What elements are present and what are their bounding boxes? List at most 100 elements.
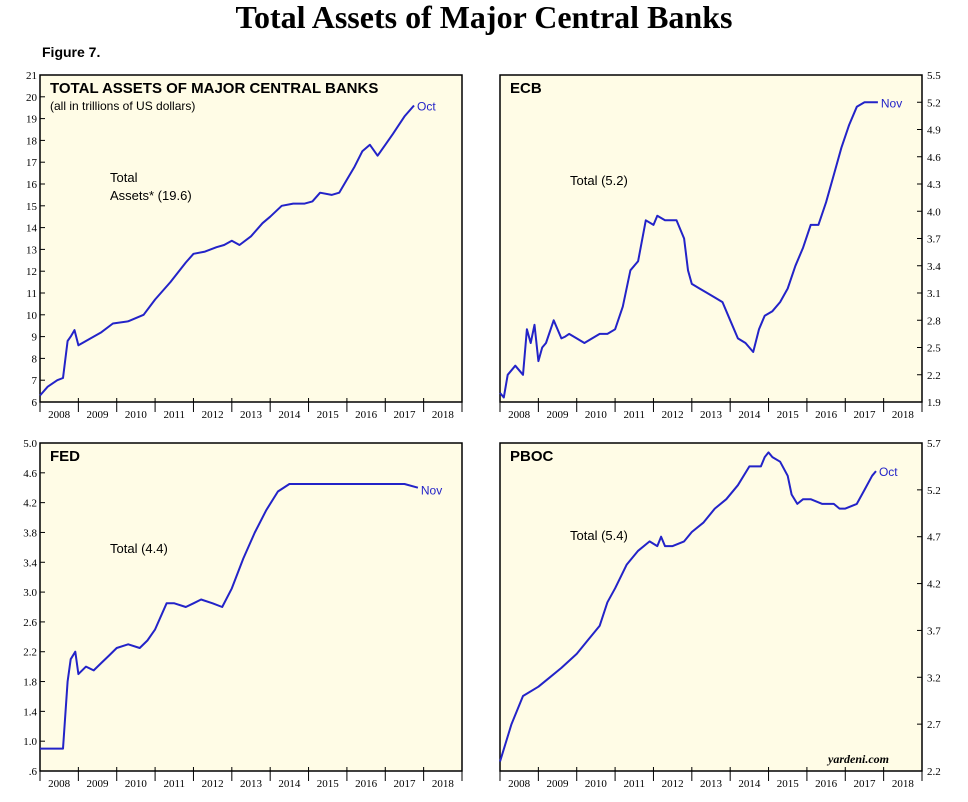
x-tick-label: 2014 [278, 778, 301, 790]
x-tick-label: 2016 [815, 409, 838, 421]
panel-title: FED [50, 448, 80, 465]
y-tick-label: 20 [26, 92, 38, 104]
panel-annotation: Total [110, 170, 138, 185]
y-tick-label: 2.2 [927, 766, 941, 778]
y-tick-label: 2.5 [927, 343, 941, 355]
y-tick-label: 16 [26, 179, 38, 191]
x-tick-label: 2009 [547, 778, 570, 790]
x-tick-label: 2014 [738, 778, 761, 790]
x-tick-label: 2015 [317, 778, 340, 790]
x-tick-label: 2018 [432, 778, 455, 790]
y-tick-label: 17 [26, 157, 38, 169]
plot-area [499, 442, 923, 772]
x-tick-label: 2016 [355, 778, 378, 790]
x-tick-label: 2013 [700, 409, 723, 421]
y-tick-label: 2.2 [927, 370, 941, 382]
x-tick-label: 2008 [508, 409, 531, 421]
panel-title: PBOC [510, 448, 554, 465]
x-tick-label: 2013 [240, 409, 263, 421]
y-tick-label: 9 [32, 332, 38, 344]
y-tick-label: 4.6 [23, 468, 37, 480]
x-tick-label: 2013 [700, 778, 723, 790]
y-tick-label: 18 [26, 135, 38, 147]
x-tick-label: 2011 [163, 778, 185, 790]
y-tick-label: 4.3 [927, 179, 941, 191]
x-tick-label: 2012 [662, 778, 684, 790]
x-tick-label: 2018 [892, 778, 915, 790]
y-tick-label: 5.7 [927, 438, 941, 450]
y-tick-label: 5.2 [927, 485, 941, 497]
x-tick-label: 2010 [585, 778, 608, 790]
y-tick-label: 1.9 [927, 397, 941, 409]
y-tick-label: 4.0 [927, 206, 941, 218]
y-tick-label: 3.2 [927, 672, 941, 684]
x-tick-label: 2012 [202, 778, 224, 790]
series-end-label: Oct [879, 465, 898, 479]
plot-area [39, 74, 463, 403]
y-tick-label: 4.9 [927, 125, 941, 137]
y-tick-label: 3.4 [927, 261, 941, 273]
y-tick-label: 11 [26, 288, 37, 300]
y-tick-label: 10 [26, 310, 38, 322]
series-end-label: Oct [417, 100, 436, 114]
y-tick-label: 5.2 [927, 97, 941, 109]
x-tick-label: 2017 [853, 409, 876, 421]
panel-annotation: Total (5.4) [570, 528, 628, 543]
series-line [39, 104, 415, 397]
series-line [40, 483, 419, 750]
x-tick-label: 2010 [125, 778, 148, 790]
panel-title: ECB [510, 80, 542, 97]
y-tick-label: 3.7 [927, 625, 941, 637]
panel-annotation: Total (5.2) [570, 173, 628, 188]
x-tick-label: 2008 [48, 409, 71, 421]
y-tick-label: 1.4 [23, 706, 37, 718]
y-tick-label: 2.8 [927, 315, 941, 327]
figure-label: Figure 7. [42, 44, 101, 60]
y-tick-label: 21 [26, 70, 37, 82]
panel-annotation: Assets* (19.6) [110, 188, 192, 203]
series-end-label: Nov [421, 484, 442, 498]
x-tick-label: 2009 [547, 409, 570, 421]
x-tick-label: 2009 [87, 409, 110, 421]
plot-area [39, 442, 463, 772]
series-end-label: Nov [881, 96, 902, 110]
x-tick-label: 2010 [125, 409, 148, 421]
page-title: Total Assets of Major Central Banks [235, 0, 733, 35]
y-tick-label: 1.0 [23, 736, 37, 748]
x-tick-label: 2008 [48, 778, 71, 790]
y-tick-label: 4.2 [927, 579, 941, 591]
source-credit: yardeni.com [828, 752, 889, 766]
y-tick-label: 5.0 [23, 438, 37, 450]
panel-annotation: Total (4.4) [110, 541, 168, 556]
x-tick-label: 2012 [662, 409, 684, 421]
y-tick-label: 2.6 [23, 617, 37, 629]
chart-panel-fed: .6 1.0 1.4 1.8 2.2 2.6 3.0 3.4 3.8 4.2 4.6 5.0 2008 2… [23, 438, 463, 790]
series-line [499, 451, 877, 762]
y-tick-label: 3.4 [23, 557, 37, 569]
chart-panel-total: 6 7 8 9 10 11 12 13 14 15 16 17 18 19 20 21 2008 2009 2010… [26, 70, 463, 421]
y-tick-label: 19 [26, 114, 38, 126]
x-tick-label: 2011 [163, 409, 185, 421]
y-tick-label: 5.5 [927, 70, 941, 82]
x-tick-label: 2008 [508, 778, 531, 790]
y-tick-label: 15 [26, 201, 38, 213]
x-tick-label: 2018 [892, 409, 915, 421]
x-tick-label: 2013 [240, 778, 263, 790]
x-tick-label: 2017 [393, 778, 416, 790]
y-tick-label: 4.2 [23, 498, 37, 510]
x-tick-label: 2016 [355, 409, 378, 421]
chart-panel-ecb: 1.9 2.2 2.5 2.8 3.1 3.4 3.7 4.0 4.3 4.6 4.9 5.2 5.5 2… [499, 70, 941, 421]
panel-title: TOTAL ASSETS OF MAJOR CENTRAL BANKS [50, 80, 378, 97]
x-tick-label: 2011 [623, 778, 645, 790]
y-tick-label: 13 [26, 244, 38, 256]
chart-panel-pboc: 2.2 2.7 3.2 3.7 4.2 4.7 5.2 5.7 2008 2009 2010 2011… [499, 438, 941, 790]
y-tick-label: 3.8 [23, 527, 37, 539]
x-tick-label: 2015 [317, 409, 340, 421]
x-tick-label: 2018 [432, 409, 455, 421]
x-tick-label: 2015 [777, 409, 800, 421]
x-tick-label: 2014 [278, 409, 301, 421]
y-tick-label: 12 [26, 266, 37, 278]
y-tick-label: 3.0 [23, 587, 37, 599]
x-tick-label: 2015 [777, 778, 800, 790]
